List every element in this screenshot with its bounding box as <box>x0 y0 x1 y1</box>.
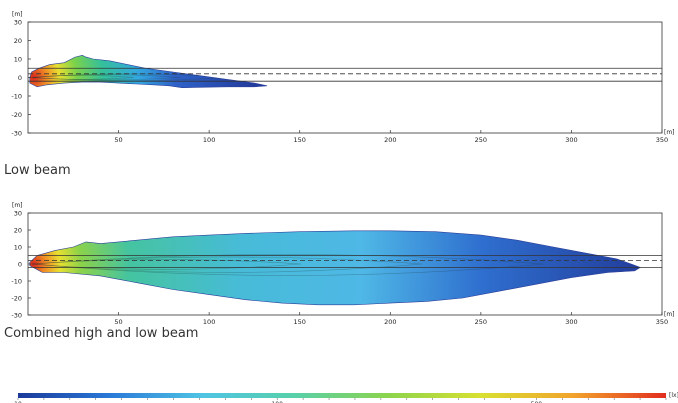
y-tick-label: 0 <box>18 74 22 82</box>
combined-beam-caption: Combined high and low beam <box>4 326 199 341</box>
x-unit-label: [m] <box>664 129 675 136</box>
x-tick-label: 100 <box>203 136 215 144</box>
x-tick-label: 50 <box>114 136 122 144</box>
y-tick-label: -30 <box>11 312 22 320</box>
y-unit-label: [m] <box>12 202 23 209</box>
x-tick-label: 200 <box>384 136 396 144</box>
illuminance-colorbar: 10 100 500 [lx] <box>14 392 678 403</box>
x-tick-label: 150 <box>294 318 306 326</box>
x-tick-label: 250 <box>475 318 487 326</box>
y-tick-label: 20 <box>14 37 22 45</box>
x-tick-label: 150 <box>294 136 306 144</box>
isolux-line <box>31 74 182 81</box>
y-tick-label: 0 <box>18 261 22 269</box>
colorbar-unit-label: [lx] <box>669 392 678 399</box>
x-tick-label: 300 <box>565 136 577 144</box>
y-tick-label: 10 <box>14 244 22 252</box>
isolux-line <box>31 259 302 270</box>
y-tick-label: 20 <box>14 227 22 235</box>
isolux-line <box>31 256 423 273</box>
combined-beam-chart: 50 100 150 200 250 300 350[m]3020100-10-20-30[… <box>11 202 674 326</box>
x-tick-label: 350 <box>656 136 668 144</box>
isolux-line <box>31 74 134 80</box>
x-tick-label: 50 <box>114 318 122 326</box>
y-tick-label: -30 <box>11 130 22 138</box>
x-tick-label: 300 <box>565 318 577 326</box>
colorbar-tick-label: 500 <box>531 401 543 403</box>
colorbar-tick-label: 100 <box>271 401 283 403</box>
y-tick-label: 30 <box>14 19 22 27</box>
y-tick-label: -10 <box>11 93 22 101</box>
colorbar-tick-label: 10 <box>14 401 22 403</box>
low-beam-chart: 50 100 150 200 250 300 350[m]3020100-10-20-30[… <box>11 11 674 144</box>
colorbar-gradient <box>18 393 666 398</box>
y-tick-label: 10 <box>14 56 22 64</box>
y-tick-label: -20 <box>11 111 22 119</box>
x-tick-label: 350 <box>656 318 668 326</box>
beam-pattern-shape <box>29 54 268 89</box>
low-beam-caption: Low beam <box>4 163 71 178</box>
x-tick-label: 200 <box>384 318 396 326</box>
x-tick-label: 100 <box>203 318 215 326</box>
y-unit-label: [m] <box>12 11 23 18</box>
y-tick-label: 30 <box>14 210 22 218</box>
y-tick-label: -20 <box>11 295 22 303</box>
y-tick-label: -10 <box>11 278 22 286</box>
x-unit-label: [m] <box>664 311 675 318</box>
x-tick-label: 250 <box>475 136 487 144</box>
